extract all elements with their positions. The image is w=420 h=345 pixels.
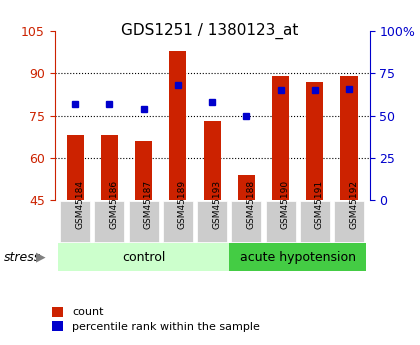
Bar (204, 121, 220, 200)
Legend: count, percentile rank within the sample: count, percentile rank within the sample (47, 302, 264, 336)
Text: GDS1251 / 1380123_at: GDS1251 / 1380123_at (121, 22, 299, 39)
Bar (306, 82, 323, 200)
Bar (67, 135, 84, 200)
Bar (169, 51, 186, 200)
Bar (238, 175, 255, 200)
Text: GSM45186: GSM45186 (109, 180, 118, 229)
FancyBboxPatch shape (129, 201, 159, 242)
Text: acute hypotension: acute hypotension (240, 250, 356, 264)
FancyBboxPatch shape (229, 243, 366, 271)
FancyBboxPatch shape (334, 201, 364, 242)
Text: GSM45193: GSM45193 (212, 180, 221, 229)
Text: control: control (122, 250, 165, 264)
Text: stress: stress (4, 250, 42, 264)
Text: GSM45191: GSM45191 (315, 180, 324, 229)
Bar (135, 141, 152, 200)
FancyBboxPatch shape (197, 201, 227, 242)
Bar (101, 135, 118, 200)
FancyBboxPatch shape (58, 243, 229, 271)
FancyBboxPatch shape (163, 201, 193, 242)
Text: GSM45190: GSM45190 (281, 180, 289, 229)
FancyBboxPatch shape (94, 201, 124, 242)
Text: ▶: ▶ (36, 250, 45, 264)
FancyBboxPatch shape (231, 201, 261, 242)
Text: GSM45188: GSM45188 (247, 180, 255, 229)
FancyBboxPatch shape (60, 201, 90, 242)
FancyBboxPatch shape (265, 201, 296, 242)
Bar (341, 76, 357, 200)
Text: GSM45184: GSM45184 (75, 180, 84, 229)
Text: GSM45189: GSM45189 (178, 180, 187, 229)
Text: GSM45187: GSM45187 (144, 180, 152, 229)
FancyBboxPatch shape (300, 201, 330, 242)
Bar (272, 76, 289, 200)
Text: GSM45192: GSM45192 (349, 180, 358, 229)
